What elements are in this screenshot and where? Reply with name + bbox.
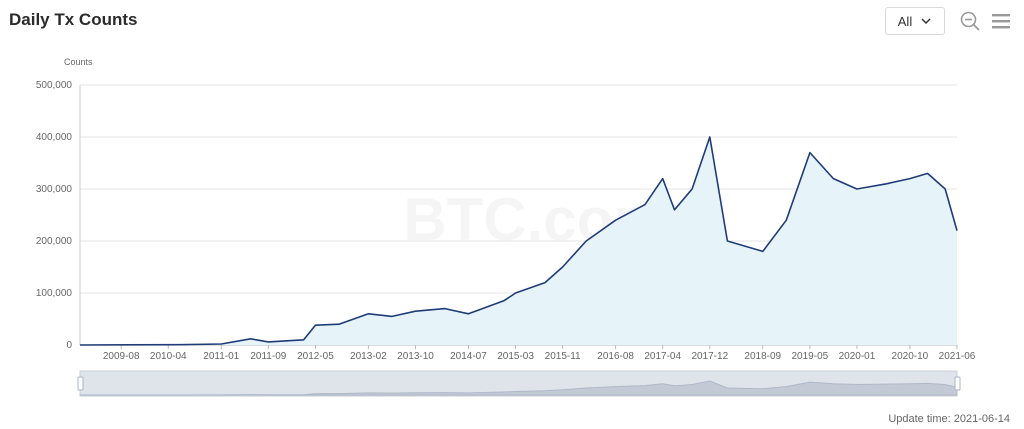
x-tick-label: 2015-03 [497, 351, 534, 362]
x-tick-label: 2012-05 [297, 351, 334, 362]
slider-handle-right[interactable] [954, 376, 961, 391]
x-tick-label: 2013-02 [350, 351, 387, 362]
page-title: Daily Tx Counts [9, 10, 138, 29]
y-tick-label: 300,000 [36, 184, 73, 195]
x-tick-label: 2011-01 [203, 351, 239, 362]
x-tick-label: 2020-10 [892, 351, 929, 362]
x-tick-label: 2019-05 [792, 351, 829, 362]
x-tick-label: 2010-04 [150, 351, 187, 362]
x-tick-label: 2011-09 [250, 351, 286, 362]
chevron-down-icon [921, 18, 931, 25]
x-tick-label: 2021-06 [939, 351, 976, 362]
y-tick-label: 200,000 [36, 236, 73, 247]
x-tick-label: 2020-01 [839, 351, 876, 362]
update-time: Update time: 2021-06-14 [888, 413, 1010, 425]
y-axis-ticks: 0 100,000 200,000 300,000 400,000 500,000 [36, 80, 73, 351]
series-area [80, 137, 957, 345]
zoom-out-icon[interactable] [959, 10, 981, 32]
y-tick-label: 0 [66, 340, 72, 351]
x-axis-ticks: 2009-08 2010-04 2011-01 2011-09 2012-05 2013-… [103, 345, 976, 362]
time-range-select[interactable]: All [885, 7, 945, 35]
y-tick-label: 500,000 [36, 80, 73, 91]
x-tick-label: 2009-08 [103, 351, 140, 362]
x-tick-label: 2014-07 [450, 351, 487, 362]
slider-handle-left[interactable] [77, 376, 84, 391]
y-axis-label: Counts [64, 57, 93, 67]
x-tick-label: 2018-09 [744, 351, 781, 362]
y-tick-label: 100,000 [36, 288, 73, 299]
slider-preview [80, 380, 958, 396]
x-tick-label: 2017-12 [691, 351, 728, 362]
y-tick-label: 400,000 [36, 132, 73, 143]
data-zoom-slider[interactable] [77, 370, 961, 397]
time-range-value: All [897, 13, 913, 29]
series-line [79, 136, 958, 346]
x-tick-label: 2017-04 [644, 351, 681, 362]
x-tick-label: 2013-10 [397, 351, 434, 362]
hamburger-menu-icon[interactable] [991, 11, 1011, 31]
x-tick-label: 2016-08 [597, 351, 634, 362]
x-tick-label: 2015-11 [545, 351, 581, 362]
